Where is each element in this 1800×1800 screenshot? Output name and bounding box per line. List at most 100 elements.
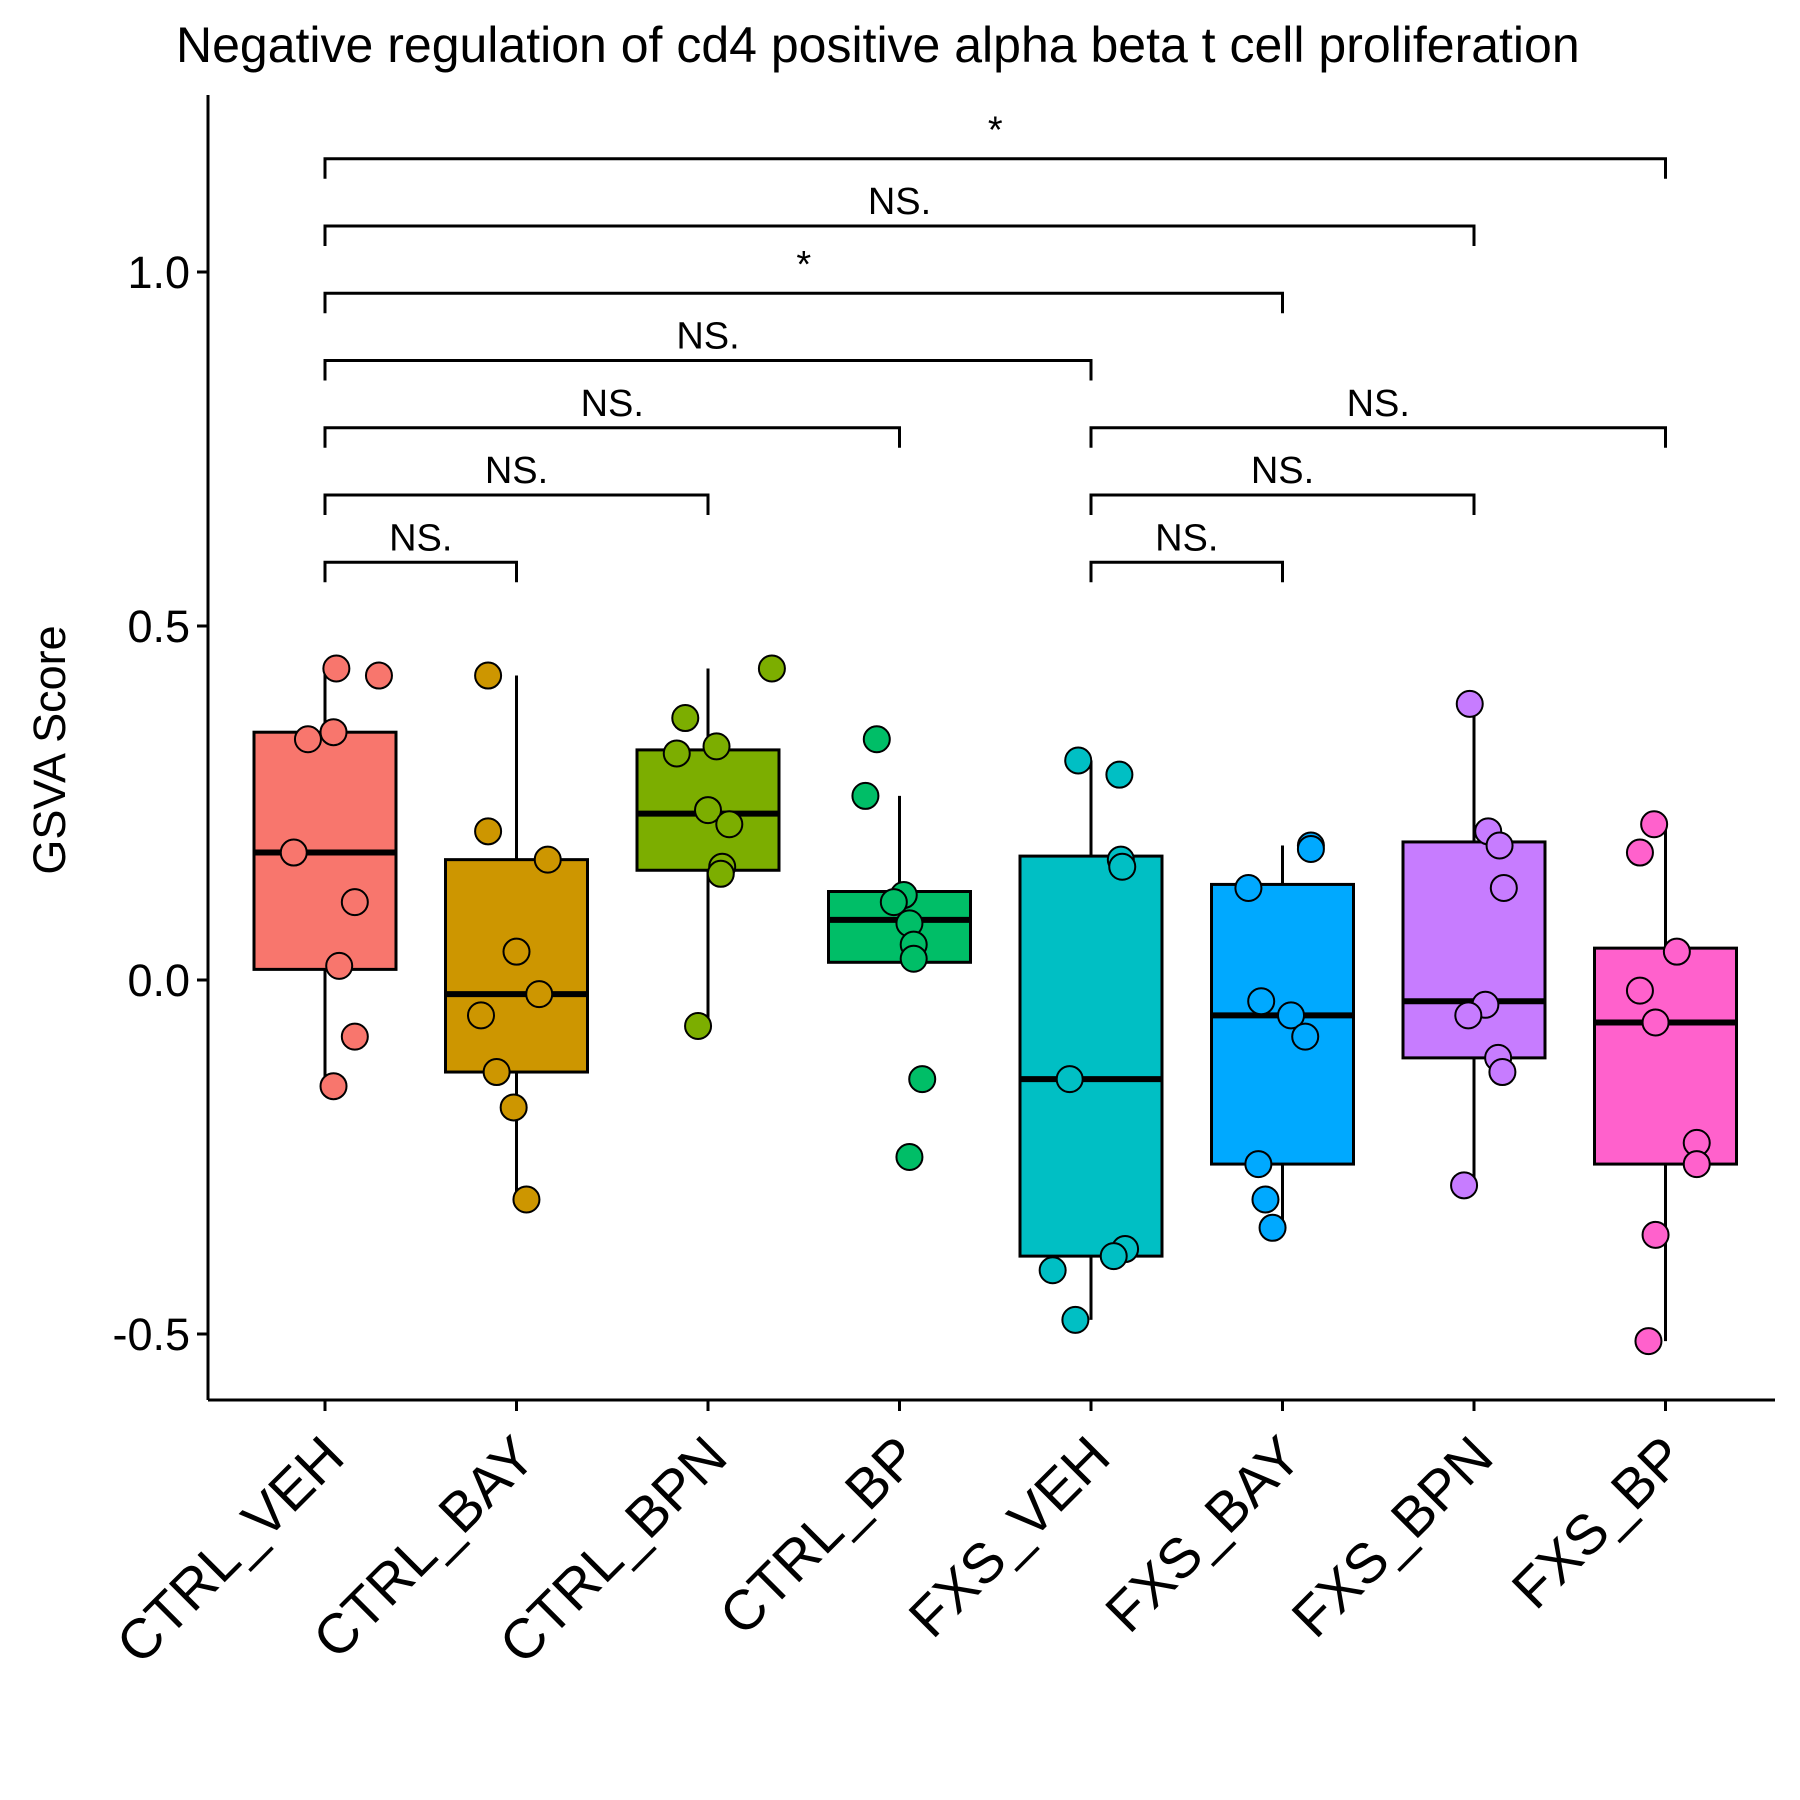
significance-label: * [796,244,811,286]
data-point [533,845,562,874]
significance-bracket: NS. [323,450,710,516]
data-point [706,859,735,888]
data-point [702,732,731,761]
bracket-line [1089,560,1284,583]
data-point [879,888,908,917]
x-tick-label: FXS_BP [1500,1424,1696,1620]
data-point [1489,873,1518,902]
data-point [474,817,503,846]
data-point [1641,1220,1670,1249]
significance-label: * [988,110,1003,152]
data-point [662,739,691,768]
data-point [862,725,891,754]
data-point [1450,1171,1479,1200]
y-tick-label: 0.5 [127,601,190,652]
significance-label: NS. [485,450,548,492]
y-tick-label: -0.5 [112,1309,190,1360]
y-axis-label: GSVA Score [24,625,75,874]
bracket-line [323,224,1476,246]
data-point [474,661,503,690]
significance-bracket: NS. [1089,450,1476,516]
data-point [1634,1327,1663,1356]
data-point [499,1093,528,1122]
box-group-fxs-bp [1593,810,1738,1356]
data-point [1625,838,1654,867]
y-tick-label: 0.0 [127,955,190,1006]
data-point [502,937,531,966]
data-point [1234,873,1263,902]
significance-label: NS. [1347,383,1410,425]
data-point [482,1058,511,1087]
significance-label: NS. [1251,450,1314,492]
x-tick-label: FXS_VEH [896,1424,1121,1649]
box [1593,946,1738,1166]
significance-bracket: * [323,110,1667,179]
bracket-line [323,493,710,516]
x-tick-label: CTRL_BP [707,1424,930,1647]
data-point [1247,987,1276,1016]
data-point [340,1022,369,1051]
bracket-line [323,426,901,448]
data-point [279,838,308,867]
data-point [1640,810,1669,839]
data-point [325,951,354,980]
data-point [1682,1150,1711,1179]
data-point [1061,1305,1090,1334]
data-point [319,718,348,747]
data-point [1662,937,1691,966]
data-point [364,661,393,690]
significance-bracket: NS. [323,383,901,448]
plot-area: -0.50.00.51.0CTRL_VEHCTRL_BAYCTRL_BPNCTR… [104,95,1775,1675]
significance-label: NS. [1155,517,1218,559]
significance-bracket: * [323,244,1284,314]
data-point [1055,1065,1084,1094]
data-point [1244,1150,1273,1179]
data-point [1455,689,1484,718]
significance-label: NS. [389,517,452,559]
data-point [895,1143,924,1171]
x-tick-label: FXS_BPN [1279,1424,1504,1649]
data-point [908,1065,937,1094]
data-point [1485,831,1514,860]
chart-title: Negative regulation of cd4 positive alph… [176,17,1580,73]
significance-label: NS. [676,316,739,358]
data-point [1108,852,1137,881]
bracket-line [323,157,1667,179]
data-point [1291,1022,1320,1051]
significance-label: NS. [581,383,644,425]
data-point [512,1185,541,1214]
bracket-line [1089,426,1667,448]
data-point [1251,1185,1280,1214]
data-point [851,781,880,810]
bracket-line [1089,493,1476,516]
significance-bracket: NS. [1089,517,1284,583]
data-point [684,1012,713,1041]
data-point [1641,1008,1670,1037]
box-group-fxs-bpn [1401,689,1547,1200]
data-point [525,980,554,1009]
significance-label: NS. [868,181,931,223]
bracket-line [323,359,1093,381]
data-point [340,888,369,917]
data-point [1038,1256,1067,1285]
y-tick-label: 1.0 [127,247,190,298]
data-point [694,796,722,825]
data-point [1454,1001,1483,1030]
box-group-ctrl-bay [444,661,589,1214]
significance-bracket: NS. [323,517,518,583]
data-point [322,654,351,683]
data-point [1258,1213,1287,1242]
data-point [757,654,786,683]
significance-bracket: NS. [323,316,1093,381]
box-group-ctrl-bp [827,725,972,1171]
data-point [1064,746,1093,775]
box-group-fxs-veh [1018,746,1164,1334]
data-point [899,944,928,973]
data-point [319,1072,348,1101]
data-point [671,704,700,733]
data-point [1488,1058,1517,1087]
x-tick-label: FXS_BAY [1093,1424,1313,1644]
data-point [1296,835,1325,864]
data-point [1277,1001,1306,1030]
